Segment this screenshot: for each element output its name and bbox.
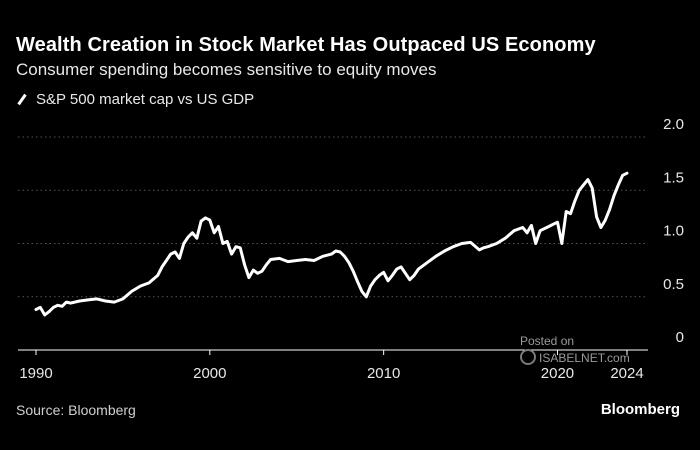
y-tick-label: 0	[676, 329, 684, 346]
watermark-posted-on: Posted on	[520, 334, 575, 348]
chart-title: Wealth Creation in Stock Market Has Outp…	[16, 34, 596, 56]
y-axis-tick-labels: 0 0.5 1.0 1.5 2.0	[663, 116, 684, 346]
y-tick-label: 0.5	[663, 276, 684, 293]
source-note: Source: Bloomberg	[16, 402, 136, 418]
x-tick-label: 2024	[610, 365, 643, 382]
y-tick-label: 1.0	[663, 223, 684, 240]
brand-logo: Bloomberg	[600, 401, 680, 418]
watermark-logo-icon	[520, 349, 536, 365]
watermark: Posted on ISABELNET.com	[520, 334, 630, 366]
x-axis: 1990 2000 2010 2020 2024	[18, 349, 648, 382]
x-tick-label: 1990	[19, 365, 52, 382]
watermark-site: ISABELNET.com	[539, 351, 630, 365]
grid-lines	[18, 136, 648, 298]
x-tick-label: 2020	[541, 365, 574, 382]
series-layer	[34, 171, 629, 317]
x-tick-label: 2000	[193, 365, 226, 382]
x-tick-label: 2010	[367, 365, 400, 382]
legend-label: S&P 500 market cap vs US GDP	[36, 91, 255, 108]
y-tick-label: 1.5	[663, 169, 684, 186]
chart-subtitle: Consumer spending becomes sensitive to e…	[16, 60, 437, 79]
series-line-sp500-mcap-vs-gdp	[34, 171, 629, 317]
y-tick-label: 2.0	[663, 116, 684, 133]
legend: S&P 500 market cap vs US GDP	[16, 91, 254, 108]
